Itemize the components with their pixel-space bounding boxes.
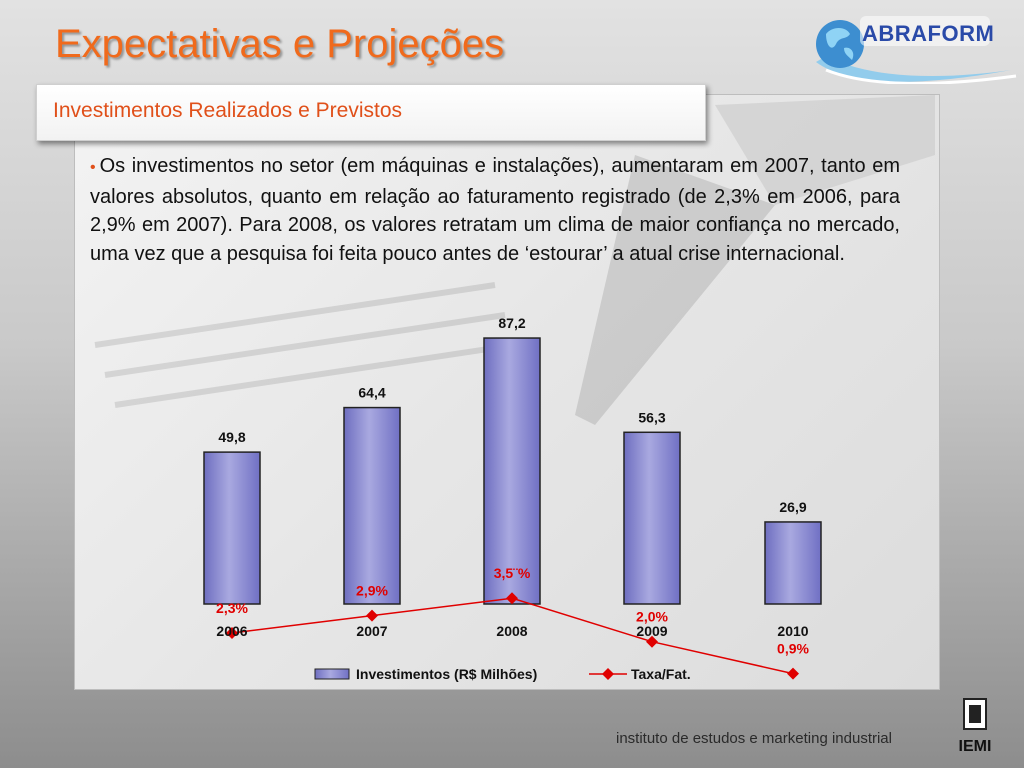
bar-value-label-2008: 87,2 [498, 315, 525, 331]
slide-title: Expectativas e Projeções [55, 22, 505, 66]
bullet-paragraph: • Os investimentos no setor (em máquinas … [90, 152, 900, 268]
line-group [226, 592, 799, 680]
bullet-icon: • [90, 159, 96, 176]
rate-point-2010 [787, 667, 799, 680]
chart-legend: Investimentos (R$ Milhões) Taxa/Fat. [314, 666, 691, 682]
bar-value-label-2009: 56,3 [638, 409, 665, 425]
rate-value-label-2007: 2,9% [356, 583, 388, 599]
iemi-logo: IEMI [950, 697, 1000, 755]
subtitle-box: Investimentos Realizados e Previstos [36, 84, 706, 141]
bullet-text: Os investimentos no setor (em máquinas e… [90, 155, 900, 265]
x-tick-label-2009: 2009 [636, 623, 667, 639]
x-tick-label-2010: 2010 [777, 623, 808, 639]
bars-group [203, 337, 822, 605]
abraform-logo-graphic [816, 16, 1017, 85]
bar-2009 [623, 431, 681, 605]
bar-value-label-2010: 26,9 [779, 499, 806, 515]
bar-2006 [203, 451, 261, 605]
x-tick-label-2008: 2008 [496, 623, 527, 639]
rate-point-2007 [366, 609, 378, 622]
subtitle: Investimentos Realizados e Previstos [53, 99, 402, 122]
rate-point-2006 [226, 627, 238, 639]
rate-value-label-2008: 3,5¨% [494, 565, 531, 581]
footer-text: instituto de estudos e marketing industr… [616, 730, 892, 747]
rate-value-label-2009: 2,0% [636, 609, 668, 625]
legend-line-label: Taxa/Fat. [631, 666, 691, 682]
investment-chart: 49,8 2006 64,4 2007 87,2 2008 56,3 2009 26,9 2010… [203, 315, 822, 682]
bar-value-label-2007: 64,4 [358, 385, 385, 401]
abraform-logo-text: ABRAFORM [862, 21, 995, 46]
x-tick-label-2007: 2007 [356, 623, 387, 639]
abraform-logo: ABRAFORM [806, 12, 1020, 85]
iemi-logo-graphic: IEMI [959, 698, 992, 755]
legend-bar-label: Investimentos (R$ Milhões) [356, 666, 537, 682]
x-tick-label-2006: 2006 [216, 623, 247, 639]
iemi-logo-text: IEMI [959, 738, 992, 755]
bar-2008 [483, 337, 541, 605]
rate-value-label-2010: 0,9% [777, 641, 809, 657]
legend-line-marker [602, 668, 614, 680]
rate-value-label-2006: 2,3% [216, 600, 248, 616]
pen-background-graphic [94, 95, 935, 425]
legend-bar-swatch [314, 668, 350, 680]
rate-point-2008 [506, 592, 518, 605]
labels-group: 49,8 2006 64,4 2007 87,2 2008 56,3 2009 26,9 2010… [216, 315, 809, 657]
bar-value-label-2006: 49,8 [218, 429, 245, 445]
bar-2007 [343, 406, 401, 605]
rate-point-2009 [646, 635, 658, 648]
bar-2010 [764, 521, 822, 605]
